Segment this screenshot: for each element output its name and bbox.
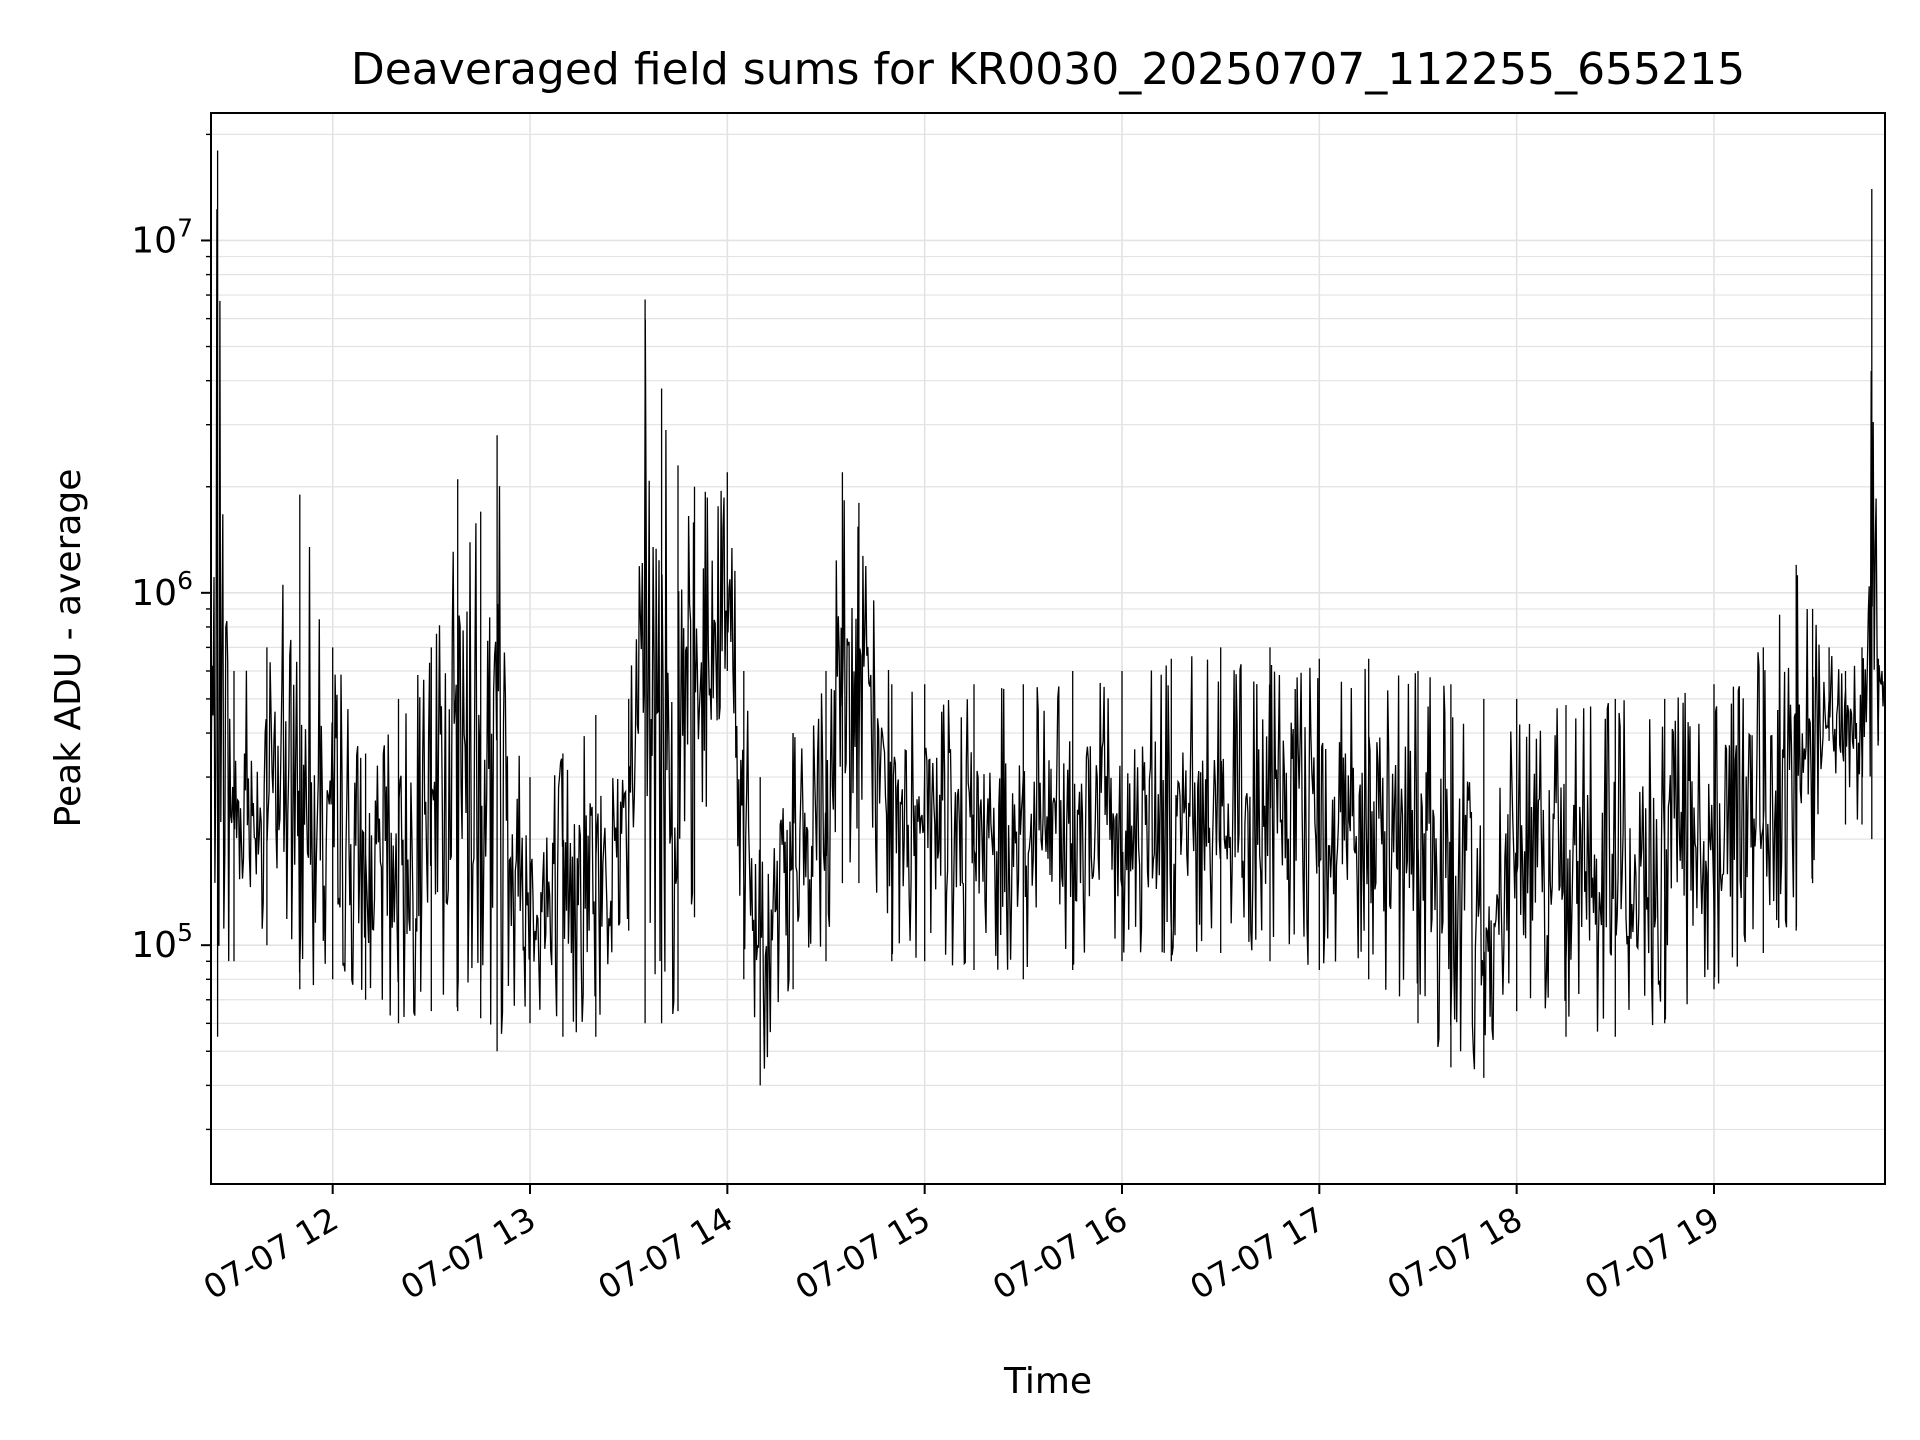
chart-title: Deaveraged field sums for KR0030_2025070… [351, 44, 1745, 95]
y-tick-label: 106 [131, 566, 193, 614]
y-axis-label: Peak ADU - average [48, 469, 89, 828]
plot-area-frame [210, 112, 1886, 1185]
y-tick-label: 105 [131, 918, 193, 966]
y-gridlines [211, 133, 1885, 1131]
x-axis-label: Time [1003, 1361, 1092, 1402]
y-tick-label: 107 [131, 213, 193, 261]
y-axis: 105 106 107 [131, 133, 211, 1131]
data-series-line [210, 150, 1886, 1086]
